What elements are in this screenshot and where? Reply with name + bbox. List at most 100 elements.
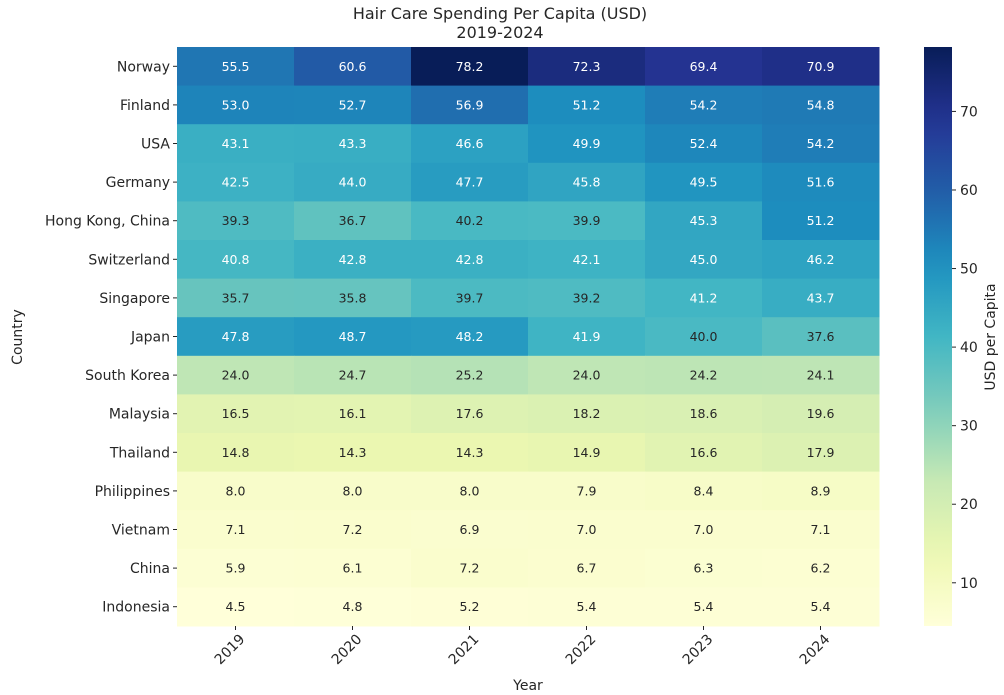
heatmap-cell <box>294 201 412 241</box>
y-tick-label: Finland <box>120 98 170 114</box>
heatmap-cell <box>762 587 880 627</box>
colorbar-tick-label: 30 <box>960 419 978 435</box>
heatmap-cell <box>645 124 763 164</box>
cell-value-label: 51.2 <box>573 97 601 112</box>
heatmap-cell <box>294 548 412 588</box>
heatmap-cell <box>177 240 295 280</box>
cell-value-label: 7.1 <box>226 522 246 537</box>
heatmap-cell <box>294 124 412 164</box>
cell-value-label: 49.5 <box>690 175 718 190</box>
cell-value-label: 5.9 <box>226 561 246 576</box>
heatmap-cell <box>177 510 295 550</box>
cell-value-label: 17.6 <box>456 406 484 421</box>
cell-value-label: 39.2 <box>573 290 601 305</box>
cell-value-label: 52.4 <box>690 136 718 151</box>
heatmap-cell <box>411 355 529 395</box>
heatmap-cell <box>411 394 529 434</box>
heatmap-cell <box>528 162 646 202</box>
cell-value-label: 24.0 <box>573 368 601 383</box>
y-tick-label: Hong Kong, China <box>45 214 170 230</box>
heatmap-cell <box>528 240 646 280</box>
colorbar-tick-label: 60 <box>960 183 978 199</box>
y-tick-label: Philippines <box>95 484 170 500</box>
cell-value-label: 4.8 <box>343 599 363 614</box>
chart-subtitle: 2019-2024 <box>456 23 543 42</box>
cell-value-label: 39.3 <box>222 213 250 228</box>
x-tick-label: 2023 <box>680 632 717 669</box>
cell-value-label: 47.7 <box>456 175 484 190</box>
cell-value-label: 7.9 <box>577 483 597 498</box>
heatmap-cell <box>762 510 880 550</box>
heatmap-cell <box>528 394 646 434</box>
heatmap-cell <box>528 587 646 627</box>
cell-value-label: 6.2 <box>811 561 831 576</box>
heatmap-cell <box>411 510 529 550</box>
heatmap-cells: 55.5 60.6 78.2 72.3 69.4 70.9 53.0 52.7 56.9 51.2… <box>177 47 880 627</box>
heatmap-cell <box>762 394 880 434</box>
heatmap-cell <box>294 317 412 357</box>
cell-value-label: 19.6 <box>807 406 835 421</box>
heatmap-cell <box>294 510 412 550</box>
heatmap-cell <box>762 471 880 511</box>
heatmap-cell <box>177 124 295 164</box>
cell-value-label: 52.7 <box>339 97 367 112</box>
cell-value-label: 14.9 <box>573 445 601 460</box>
cell-value-label: 18.6 <box>690 406 718 421</box>
heatmap-cell <box>645 317 763 357</box>
cell-value-label: 45.3 <box>690 213 718 228</box>
cell-value-label: 6.9 <box>460 522 480 537</box>
cell-value-label: 36.7 <box>339 213 367 228</box>
cell-value-label: 44.0 <box>339 175 367 190</box>
cell-value-label: 40.0 <box>690 329 718 344</box>
heatmap-cell <box>177 85 295 125</box>
colorbar-tick-label: 10 <box>960 576 978 592</box>
heatmap-cell <box>645 355 763 395</box>
y-tick-label: USA <box>141 137 170 153</box>
cell-value-label: 24.7 <box>339 368 367 383</box>
cell-value-label: 39.7 <box>456 290 484 305</box>
heatmap-cell <box>411 162 529 202</box>
heatmap-cell <box>411 240 529 280</box>
cell-value-label: 16.5 <box>222 406 250 421</box>
cell-value-label: 18.2 <box>573 406 601 421</box>
heatmap-cell <box>411 201 529 241</box>
heatmap-cell <box>762 317 880 357</box>
heatmap-cell <box>645 201 763 241</box>
x-tick-label: 2024 <box>797 631 834 668</box>
cell-value-label: 53.0 <box>222 97 250 112</box>
heatmap-cell <box>645 162 763 202</box>
cell-value-label: 5.2 <box>460 599 480 614</box>
cell-value-label: 45.0 <box>690 252 718 267</box>
heatmap-cell <box>177 587 295 627</box>
cell-value-label: 70.9 <box>807 59 835 74</box>
colorbar-tick-label: 40 <box>960 340 978 356</box>
heatmap-cell <box>645 394 763 434</box>
heatmap-cell <box>528 510 646 550</box>
y-tick-label: Japan <box>130 330 170 346</box>
cell-value-label: 6.3 <box>694 561 714 576</box>
cell-value-label: 14.3 <box>456 445 484 460</box>
cell-value-label: 60.6 <box>339 59 367 74</box>
cell-value-label: 42.8 <box>339 252 367 267</box>
cell-value-label: 6.7 <box>577 561 597 576</box>
heatmap-cell <box>294 240 412 280</box>
cell-value-label: 48.2 <box>456 329 484 344</box>
y-tick-label: China <box>130 561 170 577</box>
cell-value-label: 17.9 <box>807 445 835 460</box>
cell-value-label: 7.2 <box>343 522 363 537</box>
heatmap-cell <box>762 355 880 395</box>
cell-value-label: 51.6 <box>807 175 835 190</box>
heatmap-cell <box>645 278 763 318</box>
cell-value-label: 35.8 <box>339 290 367 305</box>
colorbar-tick-label: 70 <box>960 104 978 120</box>
cell-value-label: 72.3 <box>573 59 601 74</box>
y-tick-label: Vietnam <box>112 523 170 539</box>
heatmap-cell <box>294 471 412 511</box>
y-tick-label: Malaysia <box>109 407 170 423</box>
heatmap-cell <box>528 548 646 588</box>
heatmap-cell <box>177 278 295 318</box>
heatmap-cell <box>528 471 646 511</box>
cell-value-label: 69.4 <box>690 59 718 74</box>
heatmap-cell <box>411 433 529 473</box>
cell-value-label: 49.9 <box>573 136 601 151</box>
